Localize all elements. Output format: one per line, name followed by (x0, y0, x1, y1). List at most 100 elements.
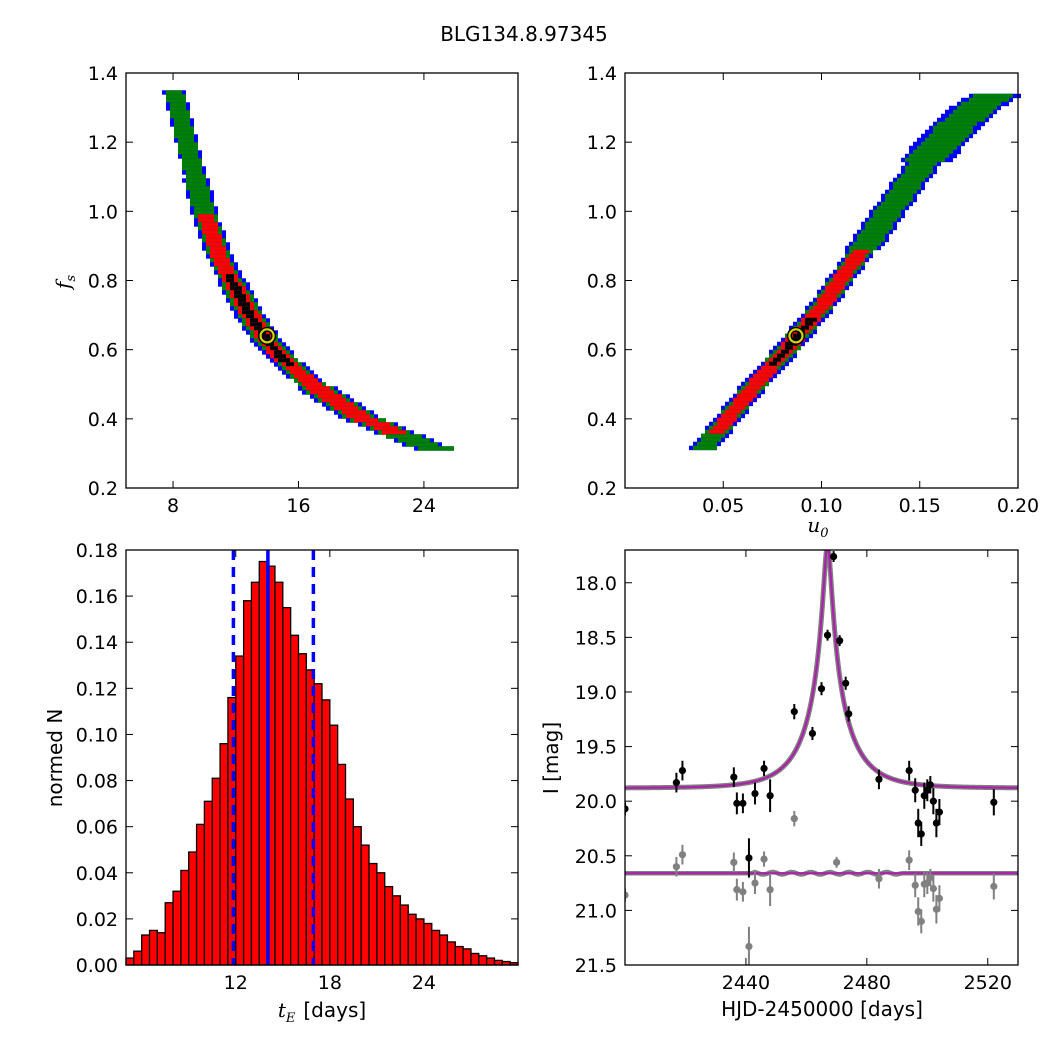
density-cell (186, 174, 206, 179)
histogram-bar (195, 823, 206, 966)
y-tick-label: 0.6 (88, 340, 118, 362)
y-tick-label: 0.6 (587, 340, 617, 362)
y-axis-label: normed N (43, 709, 67, 808)
density-cell (873, 213, 901, 219)
residual-point (917, 917, 925, 925)
density-cell (853, 241, 881, 247)
density-cell (845, 257, 865, 263)
density-cell (769, 361, 777, 367)
density-cell (961, 101, 1001, 107)
y-tick-label: 18.0 (575, 573, 617, 595)
residual-point (935, 894, 944, 902)
x-axis-label: u0 (807, 513, 828, 541)
y-tick-label: 0.00 (76, 955, 118, 977)
density-cell (821, 293, 837, 299)
density-cell (725, 409, 741, 415)
x-axis-label-symbol: u (807, 513, 820, 537)
histogram-bar (242, 600, 253, 966)
density-cell (805, 317, 817, 323)
density-cell (382, 430, 406, 435)
density-cell (841, 265, 857, 271)
density-cell (230, 286, 242, 291)
density-cell (865, 225, 893, 231)
histogram-bar (289, 634, 300, 966)
y-tick-label: 0.10 (76, 724, 118, 746)
density-cell (182, 154, 198, 159)
histogram-bar (384, 885, 394, 966)
density-cell (921, 141, 961, 147)
y-tick-label: 0.2 (88, 478, 118, 500)
y-tick-label: 21.0 (575, 900, 617, 922)
density-cell (753, 373, 773, 379)
histogram-bar (282, 606, 292, 966)
density-cell (893, 181, 921, 187)
axes-frame (125, 72, 519, 489)
density-cell (242, 306, 250, 311)
figure-title: BLG134.8.97345 (440, 22, 608, 46)
x-tick-label: 0.10 (800, 495, 842, 517)
density-cell (334, 406, 358, 411)
residual-point (733, 886, 741, 894)
x-tick-label: 2520 (964, 972, 1012, 994)
panel-tE-histogram: 12 18 24 0.00 0.02 0.04 0.06 0.08 0.10 0.12 0.14 0.… (43, 540, 519, 1026)
density-cell (929, 133, 969, 139)
density-cell (813, 305, 829, 311)
density-cell (194, 206, 214, 211)
density-cell (174, 130, 194, 135)
density-cell (226, 274, 234, 279)
density-cell (190, 198, 210, 203)
histogram-bar (485, 957, 496, 966)
density-cell (829, 281, 845, 287)
y-tick-label: 0.18 (76, 540, 118, 562)
density-cell (937, 121, 977, 127)
density-cell (761, 365, 777, 371)
density-cell (190, 194, 210, 199)
density-cell (266, 342, 274, 347)
histogram-bar (274, 581, 284, 966)
density-cell (945, 117, 985, 123)
density-cell (857, 237, 885, 243)
x-axis-label: HJD-2450000 [days] (721, 997, 923, 1021)
y-tick-label: 0.06 (76, 817, 118, 839)
histogram-bar (376, 872, 386, 966)
density-cells (689, 93, 1021, 451)
x-tick-label: 12 (224, 972, 248, 994)
residual-point (766, 886, 774, 894)
density-cell (737, 393, 757, 399)
density-cell (905, 157, 945, 163)
data-point (823, 631, 832, 639)
y-tick-label: 0.12 (76, 678, 118, 700)
density-cell (346, 414, 370, 419)
histogram-bar (203, 800, 213, 966)
y-tick-label: 0.4 (88, 409, 118, 431)
axes-frame (624, 549, 1019, 966)
density-cell (893, 185, 921, 191)
histogram-bar (321, 699, 331, 966)
density-cell (709, 429, 725, 435)
density-cell (825, 289, 841, 295)
x-tick-label: 8 (167, 495, 179, 517)
density-cell (210, 250, 226, 255)
y-tick-label: 20.5 (575, 846, 617, 868)
y-tick-label: 1.2 (88, 132, 118, 154)
y-tick-label: 19.5 (575, 737, 617, 759)
histogram-bar (313, 683, 323, 966)
histogram-bar (462, 948, 472, 966)
y-tick-label: 1.0 (587, 201, 617, 223)
density-cell (246, 314, 254, 319)
residual-point (926, 874, 934, 882)
residual-point (914, 907, 922, 916)
histogram-bar (478, 955, 488, 966)
density-cell (202, 222, 218, 227)
axes-frame (624, 72, 1019, 489)
data-point (829, 552, 838, 561)
histogram-bar (133, 950, 143, 966)
density-cell (925, 137, 965, 143)
residual-point (760, 855, 768, 863)
y-tick-label: 0.4 (587, 409, 617, 431)
histogram-bar (297, 653, 307, 966)
histogram-bar (493, 959, 503, 966)
density-cell (957, 105, 997, 111)
density-cell (278, 358, 290, 363)
density-cell (741, 389, 757, 395)
